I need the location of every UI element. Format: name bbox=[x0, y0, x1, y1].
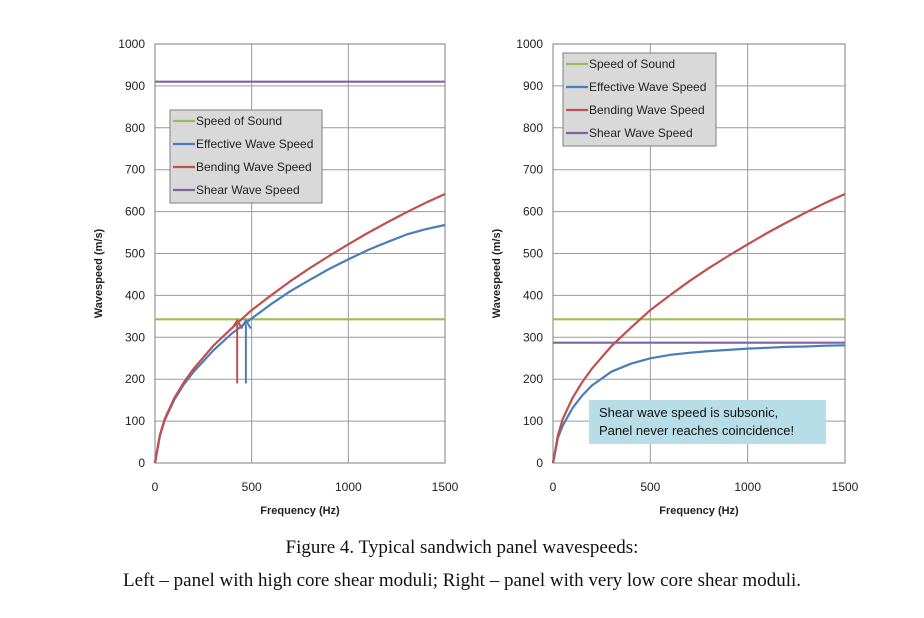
series-effective-wave-speed-line bbox=[153, 223, 446, 464]
y-tick-label: 700 bbox=[523, 163, 543, 177]
x-tick-label: 1000 bbox=[734, 480, 761, 494]
x-tick-label: 1500 bbox=[432, 480, 459, 494]
legend-box bbox=[562, 52, 717, 147]
series-effective-wave-speed-line bbox=[551, 344, 846, 464]
y-tick-label: 400 bbox=[125, 288, 145, 302]
legend-box bbox=[169, 109, 323, 204]
x-axis-label: Frequency (Hz) bbox=[260, 505, 340, 517]
y-tick-label: 600 bbox=[523, 205, 543, 219]
y-tick-label: 600 bbox=[125, 205, 145, 219]
annotation-text: Shear wave speed is subsonic, bbox=[599, 405, 778, 420]
legend-entry: Effective Wave Speed bbox=[589, 80, 706, 94]
legend-entry: Speed of Sound bbox=[196, 114, 282, 128]
y-tick-label: 500 bbox=[523, 247, 543, 261]
chart-right: 0 100 200 300 400 500 600 700 800 900 1000 0 500 1000… bbox=[491, 37, 859, 517]
series-bending-wave-speed-line bbox=[551, 192, 846, 464]
x-tick-label: 0 bbox=[152, 480, 159, 494]
annotation-text: Panel never reaches coincidence! bbox=[599, 423, 794, 438]
legend-entry: Shear Wave Speed bbox=[196, 183, 300, 197]
x-tick-label: 1500 bbox=[832, 480, 859, 494]
y-tick-label: 200 bbox=[523, 372, 543, 386]
legend-entry: Effective Wave Speed bbox=[196, 137, 313, 151]
legend-entry: Shear Wave Speed bbox=[589, 126, 693, 140]
y-tick-label: 0 bbox=[138, 456, 145, 470]
y-axis-label: Wavespeed (m/s) bbox=[491, 228, 503, 318]
y-tick-label: 1000 bbox=[118, 37, 145, 51]
y-tick-label: 300 bbox=[125, 330, 145, 344]
y-tick-label: 200 bbox=[125, 372, 145, 386]
x-axis-label: Frequency (Hz) bbox=[659, 505, 739, 517]
y-axis-label: Wavespeed (m/s) bbox=[93, 228, 105, 318]
x-tick-label: 500 bbox=[640, 480, 660, 494]
y-tick-label: 0 bbox=[536, 456, 543, 470]
plot-area-border bbox=[154, 43, 446, 464]
chart-left: 0 100 200 300 400 500 600 700 800 900 1000 0 500 1000… bbox=[93, 37, 459, 517]
arrow-head bbox=[231, 318, 244, 330]
figure-caption-title: Figure 4. Typical sandwich panel wavespe… bbox=[285, 537, 639, 558]
arrow-head bbox=[240, 318, 252, 330]
plot-area-border bbox=[552, 43, 846, 464]
x-tick-label: 500 bbox=[242, 480, 262, 494]
y-tick-label: 1000 bbox=[516, 37, 543, 51]
y-tick-label: 400 bbox=[523, 288, 543, 302]
y-tick-label: 900 bbox=[523, 79, 543, 93]
y-tick-label: 100 bbox=[125, 414, 145, 428]
x-tick-label: 0 bbox=[550, 480, 557, 494]
y-tick-label: 300 bbox=[523, 330, 543, 344]
annotation-box bbox=[589, 400, 826, 444]
x-tick-label: 1000 bbox=[335, 480, 362, 494]
y-tick-label: 100 bbox=[523, 414, 543, 428]
legend-entry: Speed of Sound bbox=[589, 57, 675, 71]
y-tick-label: 800 bbox=[523, 121, 543, 135]
figure-caption-description: Left – panel with high core shear moduli… bbox=[122, 570, 802, 591]
legend-entry: Bending Wave Speed bbox=[589, 103, 705, 117]
y-tick-label: 900 bbox=[125, 79, 145, 93]
series-bending-wave-speed-line bbox=[153, 192, 446, 464]
legend-entry: Bending Wave Speed bbox=[196, 160, 312, 174]
y-tick-label: 700 bbox=[125, 163, 145, 177]
y-tick-label: 800 bbox=[125, 121, 145, 135]
y-tick-label: 500 bbox=[125, 247, 145, 261]
